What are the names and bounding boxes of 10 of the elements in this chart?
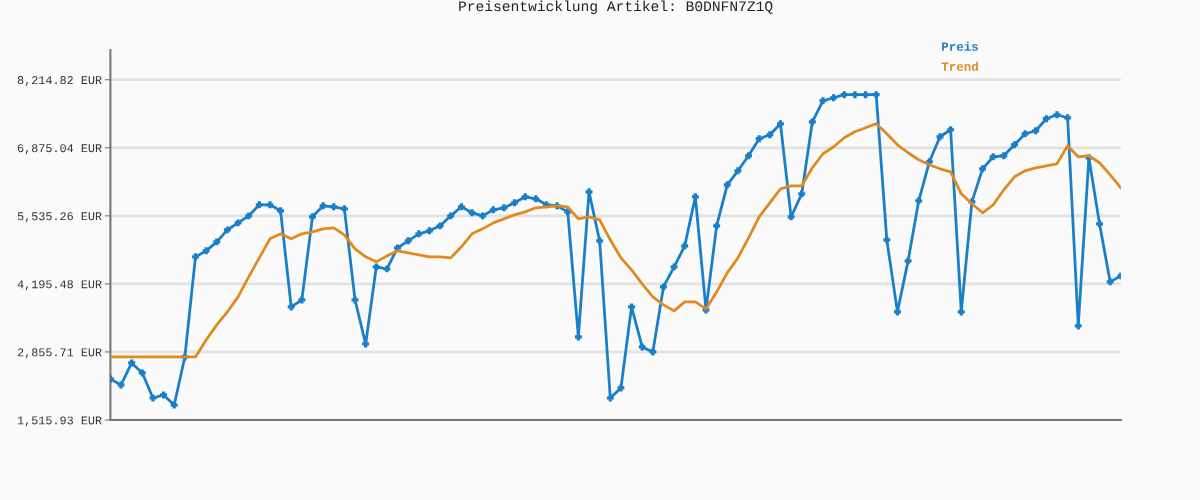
y-tick-label: 6,875.04 EUR — [17, 144, 102, 155]
y-tick-label: 5,535.26 EUR — [17, 212, 102, 223]
text: Trend — [941, 61, 978, 71]
y-tick-label: 8,214.82 EUR — [17, 76, 102, 87]
line-series — [110, 122, 1121, 359]
y-tick-label: 1,515.93 EUR — [17, 416, 102, 427]
text: Preis — [942, 41, 978, 51]
y-tick-label: 2,855.71 EUR — [17, 348, 102, 359]
y-tick-label: 4,195.48 EUR — [17, 280, 102, 291]
chart-title: Preisentwicklung Artikel: B0DNFN7Z1Q — [459, 0, 773, 15]
